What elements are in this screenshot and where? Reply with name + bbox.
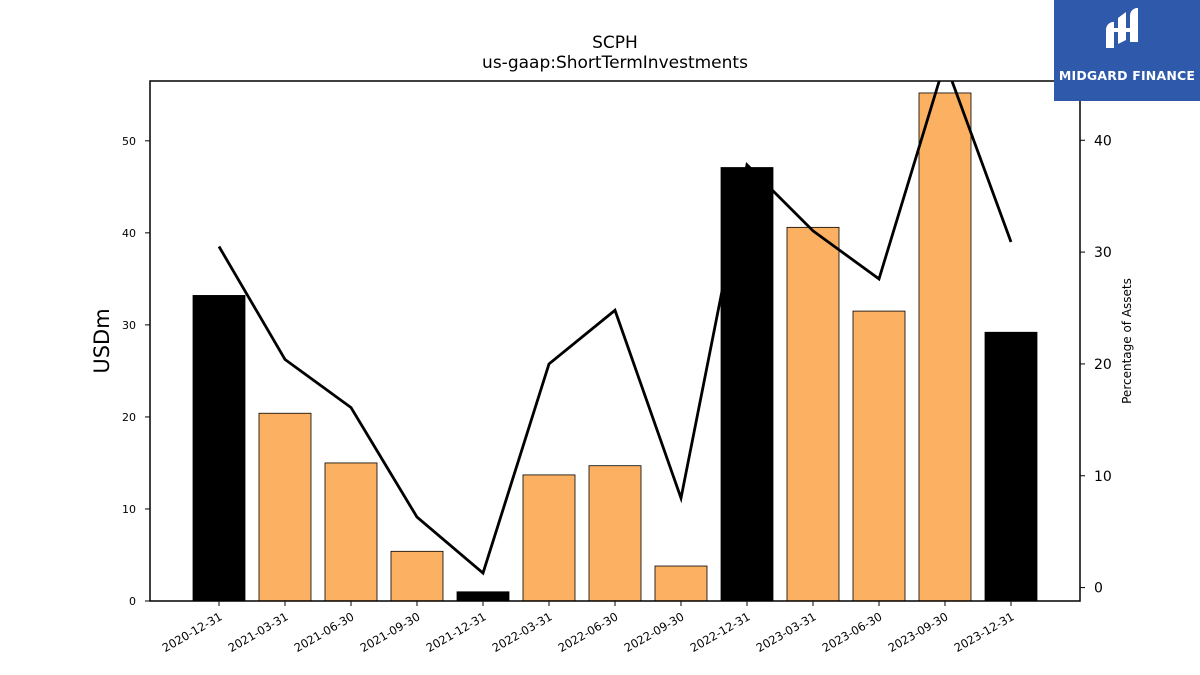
x-tick-label: 2021-06-30 [292,609,357,655]
y-tick-label: 20 [122,411,136,424]
x-tick-label: 2023-03-31 [754,609,819,655]
bar [192,295,246,602]
percentage-line [217,81,1013,576]
x-tick-label: 2023-06-30 [820,609,885,655]
x-tick-label: 2022-03-31 [490,609,555,655]
logo-mark-icon [1106,8,1138,48]
y-tick-label: 40 [122,227,136,240]
bar [258,412,312,602]
chart-subtitle: us-gaap:ShortTermInvestments [482,53,748,73]
bar [786,226,840,602]
y2-tick-label: 0 [1094,581,1103,597]
x-tick-label: 2021-12-31 [424,609,489,655]
line-layer [217,81,1013,576]
bar [390,550,444,602]
x-tick-label: 2023-12-31 [952,609,1017,655]
x-tick-label: 2021-09-30 [358,609,423,655]
y2-tick-label: 20 [1094,357,1112,373]
y-tick-label: 30 [122,319,136,332]
bar [522,474,576,602]
y-tick-label: 10 [122,503,136,516]
x-tick-label: 2022-09-30 [622,609,687,655]
y2-tick-label: 40 [1094,133,1112,149]
bar [588,465,642,602]
bars [192,92,1038,602]
bar [456,591,510,602]
x-tick-label: 2020-12-31 [160,609,225,655]
x-tick-label: 2021-03-31 [226,609,291,655]
y2-axis-label: Percentage of Assets [1120,278,1134,404]
bar [654,565,708,602]
chart-title: SCPH [592,33,638,53]
bar [324,462,378,602]
bar [720,167,774,602]
y-tick-label: 50 [122,135,136,148]
logo-text: MIDGARD FINANCE [1058,68,1196,83]
x-tick-label: 2022-12-31 [688,609,753,655]
bar [918,92,972,602]
y2-tick-label: 30 [1094,245,1112,261]
y-tick-label: 0 [129,595,136,608]
bar [984,331,1038,602]
bar [852,310,906,602]
y-axis-label: USDm [90,308,114,373]
x-tick-label: 2022-06-30 [556,609,621,655]
y2-tick-label: 10 [1094,469,1112,485]
x-tick-label: 2023-09-30 [886,609,951,655]
midgard-finance-logo: MIDGARD FINANCE [1054,0,1200,101]
